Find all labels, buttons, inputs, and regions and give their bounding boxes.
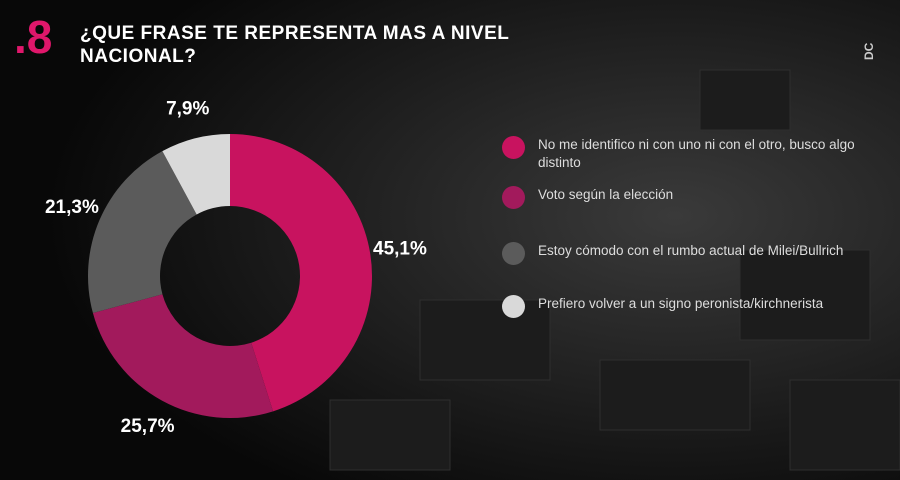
brand: DC — [862, 42, 876, 60]
donut-slice — [230, 134, 372, 412]
value-label: 7,9% — [166, 98, 209, 119]
legend-label: No me identifico ni con uno ni con el ot… — [538, 137, 855, 170]
value-label: 21,3% — [45, 197, 99, 218]
donut-slice — [92, 294, 274, 419]
legend-swatch — [502, 295, 525, 318]
legend-swatch — [502, 242, 525, 265]
chart-title: ¿QUE FRASE TE REPRESENTA MAS A NIVEL NAC… — [80, 23, 510, 67]
donut-slice — [88, 151, 197, 314]
donut-slice — [162, 134, 230, 215]
donut: 45,1% 25,7% 21,3% 7,9% — [45, 98, 427, 437]
legend-label: Prefiero volver a un signo peronista/kir… — [538, 296, 824, 311]
legend-swatch — [502, 136, 525, 159]
value-label: 45,1% — [373, 239, 427, 260]
legend-swatch — [502, 186, 525, 209]
cube-decor — [329, 69, 900, 471]
question-number: .8 — [14, 11, 53, 63]
legend-label: Estoy cómodo con el rumbo actual de Mile… — [538, 243, 844, 258]
value-label: 25,7% — [121, 416, 175, 437]
legend-label: Voto según la elección — [538, 187, 674, 202]
